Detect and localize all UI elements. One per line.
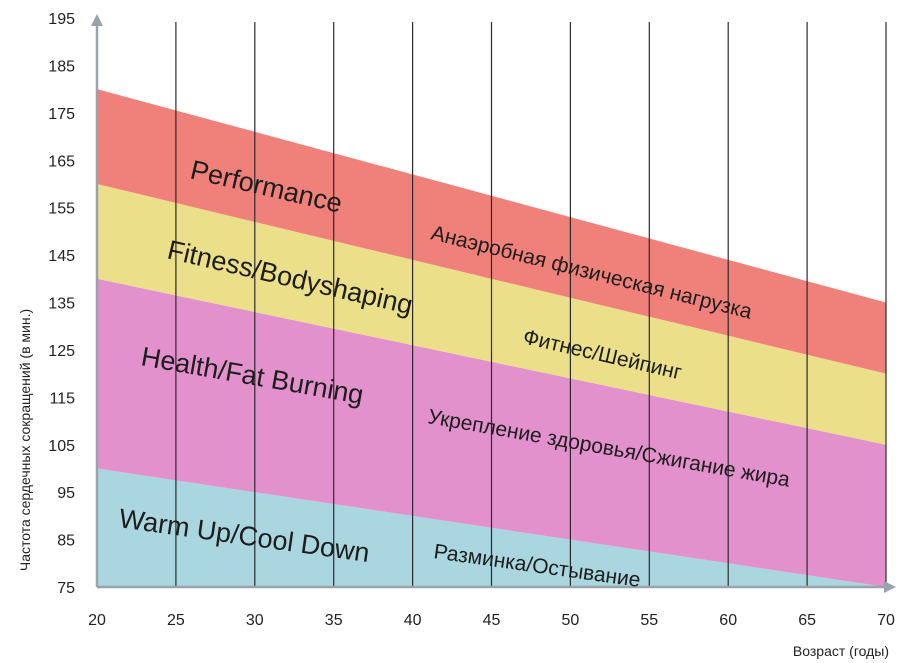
vertical-grid [175, 22, 887, 587]
y-tick-label-85: 85 [57, 533, 75, 550]
x-tick-label-55: 55 [640, 612, 658, 629]
x-tick-label-30: 30 [246, 612, 264, 629]
x-tick-label-60: 60 [719, 612, 737, 629]
y-tick-label-195: 195 [48, 11, 75, 28]
tick-labels: 75 85 95 105 115 125 135 145 155 165 175 185 195 20 25… [48, 11, 895, 629]
x-tick-label-35: 35 [325, 612, 343, 629]
x-axis-arrow [884, 581, 896, 593]
y-tick-label-155: 155 [48, 201, 75, 218]
y-tick-label-75: 75 [57, 580, 75, 597]
x-tick-label-70: 70 [877, 612, 895, 629]
y-tick-label-115: 115 [49, 390, 75, 407]
x-tick-label-20: 20 [88, 612, 106, 629]
y-tick-label-165: 165 [48, 153, 75, 170]
x-tick-label-25: 25 [167, 612, 185, 629]
axes [91, 14, 896, 593]
y-tick-label-125: 125 [48, 343, 75, 360]
y-axis-title: Частота сердечных сокращений (в мин.) [17, 309, 33, 571]
y-tick-label-135: 135 [48, 296, 75, 313]
y-tick-label-95: 95 [57, 485, 75, 502]
x-tick-label-50: 50 [562, 612, 580, 629]
y-tick-label-145: 145 [48, 248, 75, 265]
y-tick-label-185: 185 [48, 58, 75, 75]
x-tick-label-65: 65 [798, 612, 816, 629]
x-tick-label-45: 45 [483, 612, 501, 629]
y-tick-label-105: 105 [48, 438, 75, 455]
x-axis-title: Возраст (годы) [793, 643, 889, 659]
y-tick-label-175: 175 [48, 106, 75, 123]
y-axis-arrow [91, 14, 103, 26]
x-tick-label-40: 40 [404, 612, 422, 629]
